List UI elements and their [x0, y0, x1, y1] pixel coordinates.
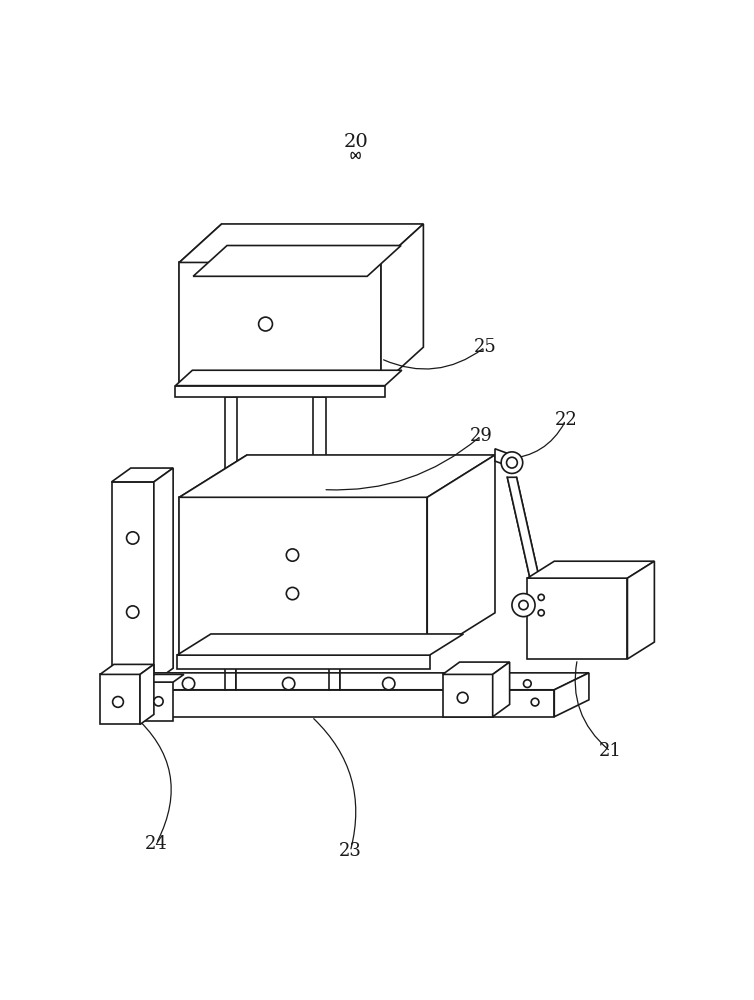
- Text: 24: 24: [145, 835, 167, 853]
- Text: 20: 20: [343, 133, 368, 151]
- Polygon shape: [179, 455, 247, 655]
- Polygon shape: [179, 455, 495, 497]
- Circle shape: [287, 587, 299, 600]
- Polygon shape: [554, 673, 589, 717]
- Polygon shape: [507, 477, 544, 597]
- Text: 21: 21: [599, 742, 622, 760]
- Bar: [176, 386, 385, 397]
- Bar: [179, 262, 381, 386]
- Polygon shape: [112, 468, 173, 482]
- Bar: [225, 397, 237, 497]
- Circle shape: [259, 317, 272, 331]
- Polygon shape: [492, 662, 510, 717]
- Circle shape: [519, 600, 528, 610]
- Polygon shape: [527, 561, 654, 578]
- Circle shape: [501, 452, 523, 473]
- Polygon shape: [495, 449, 512, 467]
- Circle shape: [512, 594, 535, 617]
- Polygon shape: [179, 224, 424, 262]
- Bar: [179, 497, 428, 655]
- Polygon shape: [627, 561, 654, 659]
- Polygon shape: [154, 468, 173, 682]
- Circle shape: [538, 610, 544, 616]
- Circle shape: [523, 680, 531, 687]
- Circle shape: [457, 692, 468, 703]
- Circle shape: [127, 532, 139, 544]
- Text: 22: 22: [554, 411, 578, 429]
- Circle shape: [531, 698, 539, 706]
- Circle shape: [287, 549, 299, 561]
- Polygon shape: [177, 634, 464, 655]
- Circle shape: [127, 606, 139, 618]
- Polygon shape: [428, 455, 495, 655]
- Bar: [313, 397, 326, 497]
- Bar: [144, 682, 173, 721]
- Text: 25: 25: [474, 338, 496, 356]
- Polygon shape: [144, 674, 184, 682]
- Polygon shape: [100, 664, 154, 674]
- Polygon shape: [176, 370, 402, 386]
- Bar: [527, 578, 627, 659]
- Polygon shape: [193, 246, 401, 276]
- Bar: [443, 674, 492, 717]
- Circle shape: [154, 697, 163, 706]
- Circle shape: [112, 697, 124, 707]
- Circle shape: [538, 594, 544, 600]
- Circle shape: [182, 677, 195, 690]
- Polygon shape: [443, 662, 510, 674]
- Bar: [112, 482, 154, 682]
- Bar: [177, 655, 430, 669]
- Circle shape: [382, 677, 395, 690]
- Polygon shape: [112, 673, 589, 690]
- Bar: [100, 674, 140, 724]
- Polygon shape: [179, 224, 222, 386]
- Circle shape: [507, 457, 517, 468]
- Text: 29: 29: [470, 427, 492, 445]
- Polygon shape: [140, 664, 154, 724]
- Polygon shape: [381, 224, 424, 386]
- Circle shape: [283, 677, 295, 690]
- Text: 23: 23: [339, 842, 362, 860]
- Circle shape: [460, 677, 472, 690]
- Bar: [112, 690, 554, 717]
